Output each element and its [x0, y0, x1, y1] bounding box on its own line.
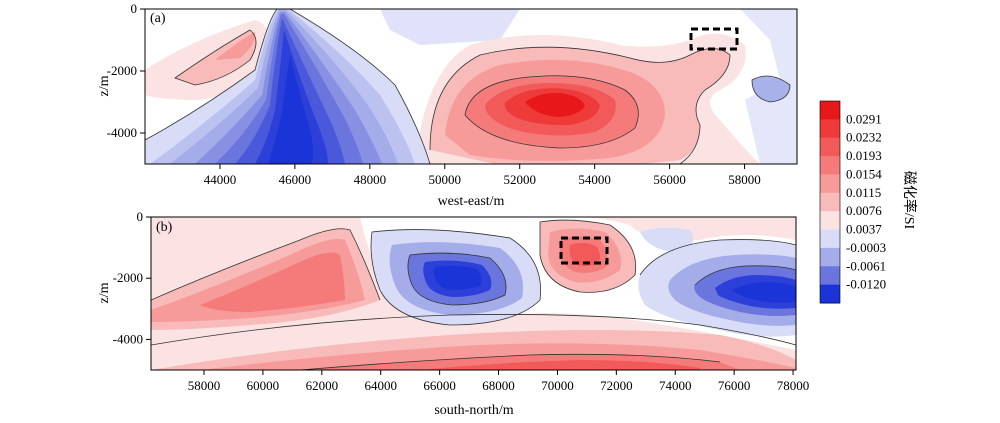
panel-b-pos-small-4 [569, 242, 600, 266]
colorbar-swatch [820, 101, 840, 120]
colorbar-swatch [820, 211, 840, 231]
panel-b-ytick-label: -2000 [113, 270, 143, 285]
panel-a-contours [145, 9, 797, 164]
panel-a-xtick-label: 54000 [578, 172, 611, 187]
panel-a-xtick-label: 50000 [429, 172, 462, 187]
colorbar-tick-label: -0.0061 [846, 258, 886, 273]
colorbar-swatch [820, 174, 840, 194]
panel-b-xtick-label: 66000 [423, 378, 456, 393]
panel-b-xtick-label: 72000 [600, 378, 633, 393]
panel-a-xtick-label: 44000 [204, 172, 237, 187]
panel-b-xlabel: south-north/m [434, 403, 513, 418]
colorbar-swatches [819, 100, 841, 304]
colorbar-tick-label: 0.0037 [846, 222, 882, 237]
panel-b-xtick-label: 74000 [659, 378, 692, 393]
panel-b-xtick-label: 78000 [777, 378, 810, 393]
colorbar-swatch [820, 192, 840, 212]
colorbar-swatch [820, 137, 840, 157]
panel-b-dashed-box [559, 236, 609, 265]
panel-b-ylabel: z/m [97, 282, 112, 303]
colorbar: 0.0291 0.0232 0.0193 0.0154 0.0115 0.0076 0.00… [819, 100, 918, 304]
panel-a-weak-low-3 [752, 76, 790, 102]
panel-b-ytick-label: 0 [137, 209, 144, 224]
panel-b-xtick-label: 64000 [364, 378, 397, 393]
panel-a-ytick-label: -2000 [107, 63, 137, 78]
panel-b-pos-bottom-4 [420, 360, 700, 370]
panel-b-label: (b) [156, 220, 173, 235]
colorbar-tick-label: 0.0154 [846, 166, 882, 181]
panel-a-xlabel: west-east/m [438, 194, 505, 209]
colorbar-ticks: 0.0291 0.0232 0.0193 0.0154 0.0115 0.0076 0.00… [846, 111, 886, 291]
panel-a-weak-low-1 [380, 9, 520, 45]
colorbar-tick-label: 0.0193 [846, 148, 882, 163]
panel-a-neg-8 [268, 55, 314, 164]
colorbar-swatch [820, 156, 840, 175]
panel-b-ytick-label: -4000 [113, 331, 143, 346]
colorbar-tick-label: 0.0291 [846, 111, 882, 126]
panel-a-weak-low-2 [740, 9, 797, 164]
panel-a-pos-big-7 [525, 92, 585, 117]
panel-a-ytick-label: 0 [131, 1, 138, 16]
panel-b-pos-left-3 [200, 252, 345, 312]
panel-a-contour-lines [145, 9, 791, 164]
panel-a: (a) 44000 46000 48000 50000 52000 54000 56000 5… [97, 1, 798, 209]
colorbar-swatch [820, 284, 840, 304]
panel-b-xtick-label: 68000 [482, 378, 515, 393]
colorbar-tick-label: 0.0115 [846, 185, 881, 200]
panel-a-ylabel: z/m [97, 75, 112, 96]
colorbar-frame [819, 100, 841, 304]
colorbar-swatch [820, 119, 840, 139]
colorbar-tick-label: 0.0076 [846, 203, 882, 218]
panel-b-xtick-label: 70000 [541, 378, 574, 393]
colorbar-swatch [820, 266, 840, 286]
panel-a-frame [144, 8, 798, 165]
panel-a-xtick-label: 46000 [279, 172, 312, 187]
panel-b-contour-lines [151, 219, 796, 370]
panel-a-label: (a) [150, 11, 166, 26]
panel-b-neg-right-5 [732, 282, 796, 303]
panel-b-xtick-label: 76000 [718, 378, 751, 393]
colorbar-tick-label: -0.0003 [846, 240, 886, 255]
panel-b-axes: 58000 60000 62000 64000 66000 68000 70000 72000… [113, 209, 810, 393]
colorbar-title: 磁化率/SI [901, 171, 918, 230]
panel-a-xtick-label: 56000 [653, 172, 686, 187]
panel-a-xtick-label: 58000 [728, 172, 761, 187]
colorbar-tick-label: -0.0120 [846, 277, 886, 292]
panel-a-xtick-label: 48000 [354, 172, 387, 187]
panel-a-dashed-box [689, 27, 739, 51]
panel-b-xtick-label: 58000 [188, 378, 221, 393]
panel-b-frame [150, 216, 797, 371]
panel-a-ytick-label: -4000 [107, 125, 137, 140]
panel-b: (b) 58000 60000 62000 64000 66000 68000 70000 7… [97, 209, 809, 418]
panel-b-contours [151, 217, 796, 370]
panel-b-neg-center-5 [433, 265, 482, 290]
panel-b-xtick-label: 62000 [306, 378, 339, 393]
panel-b-weak-low-top [640, 227, 694, 252]
panel-a-pos-left-inner [215, 32, 256, 60]
colorbar-swatch [820, 229, 840, 249]
panel-a-axes: 44000 46000 48000 50000 52000 54000 56000 58000… [107, 1, 761, 187]
colorbar-swatch [820, 247, 840, 267]
panel-a-xtick-label: 52000 [503, 172, 536, 187]
panel-b-xtick-label: 60000 [247, 378, 280, 393]
colorbar-tick-label: 0.0232 [846, 130, 882, 145]
panel-a-pos-left-mid [175, 30, 256, 85]
